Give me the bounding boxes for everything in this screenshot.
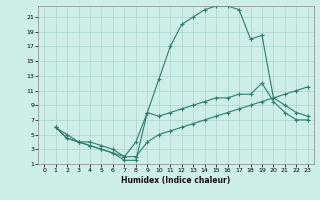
X-axis label: Humidex (Indice chaleur): Humidex (Indice chaleur) [121, 176, 231, 185]
